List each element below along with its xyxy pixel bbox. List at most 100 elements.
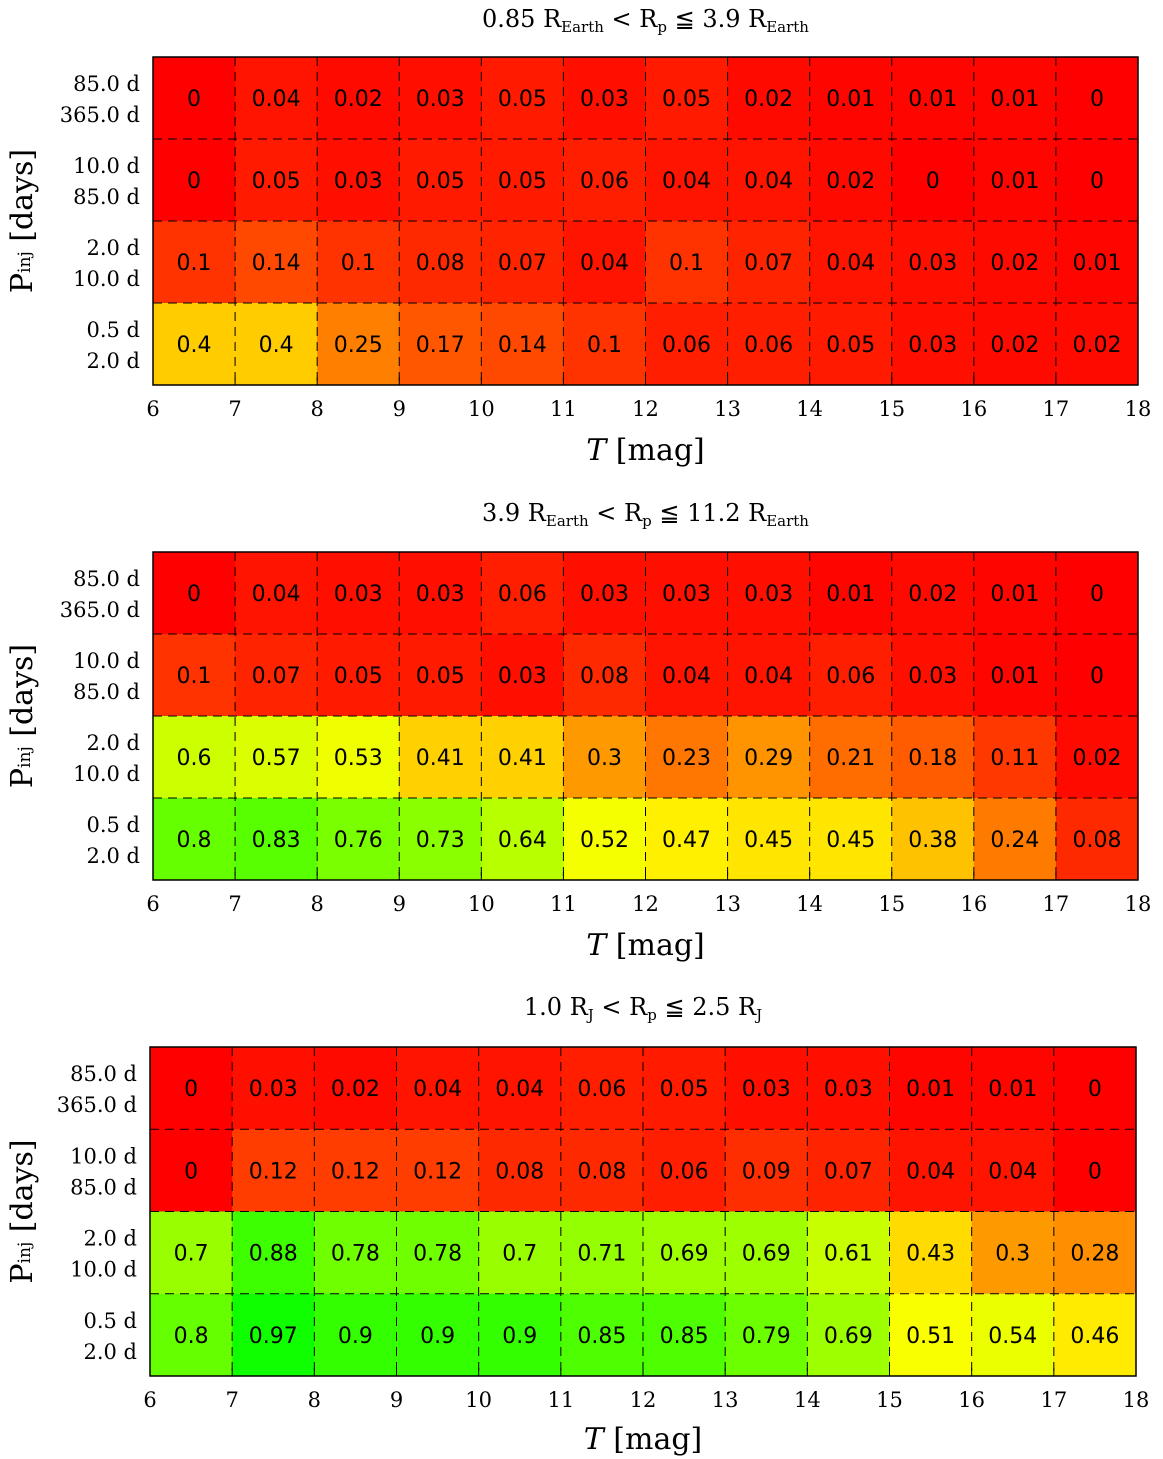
- row-label-lower: 365.0 d: [60, 103, 140, 127]
- heatmap-cell: [645, 57, 729, 140]
- cell-value-label: 0.01: [990, 664, 1039, 689]
- x-tick-label: 15: [876, 1388, 903, 1412]
- heatmap-cell: [481, 552, 564, 635]
- cell-value-label: 0.1: [177, 251, 212, 276]
- heatmap-cell: [563, 634, 646, 717]
- heatmap-cell: [396, 1293, 480, 1377]
- cell-value-label: 0.03: [498, 664, 547, 689]
- heatmap-cell: [235, 57, 318, 140]
- heatmap-cell: [809, 221, 893, 304]
- cell-value-label: 0.03: [249, 1077, 298, 1102]
- cell-value-label: 0.07: [498, 251, 547, 276]
- heatmap-cell: [396, 1211, 480, 1295]
- cell-value-label: 0.09: [742, 1159, 791, 1184]
- x-tick-label: 17: [1043, 892, 1070, 916]
- cell-value-label: 0.07: [252, 664, 301, 689]
- cell-value-label: 0.78: [331, 1242, 380, 1267]
- cell-value-label: 0.14: [252, 251, 301, 276]
- row-label-lower: 365.0 d: [57, 1093, 137, 1117]
- cell-value-label: 0.06: [580, 169, 629, 194]
- x-tick-label: 12: [632, 397, 659, 421]
- cell-value-label: 0.03: [744, 582, 793, 607]
- heatmap-cell: [153, 634, 236, 717]
- heatmap-cell: [560, 1129, 644, 1212]
- heatmap-cell: [235, 716, 318, 799]
- heatmap-cell: [153, 303, 236, 386]
- cell-value-label: 0.05: [498, 169, 547, 194]
- x-tick-label: 14: [796, 397, 823, 421]
- heatmap-cell: [153, 221, 236, 304]
- heatmap-cell: [1055, 798, 1139, 881]
- cell-value-label: 0.88: [249, 1242, 298, 1267]
- cell-value-label: 0.07: [824, 1159, 873, 1184]
- row-label-lower: 85.0 d: [73, 185, 140, 209]
- heatmap-cell: [235, 221, 318, 304]
- cell-value-label: 0: [184, 1077, 198, 1102]
- cell-value-label: 0.02: [1072, 746, 1121, 771]
- row-label-lower: 85.0 d: [70, 1175, 137, 1199]
- row-label-upper: 2.0 d: [86, 236, 140, 260]
- x-tick-label: 7: [225, 1388, 238, 1412]
- row-label-upper: 10.0 d: [70, 1144, 137, 1168]
- heatmap-cell: [563, 798, 646, 881]
- x-tick-label: 10: [468, 397, 495, 421]
- cell-value-label: 0: [1088, 1159, 1102, 1184]
- heatmap-panel-3: 1.0 RJ < Rp ≦ 2.5 RJ 0 0.03 0.02 0.04 0.04 0.0…: [5, 993, 1149, 1457]
- cell-value-label: 0: [187, 169, 201, 194]
- cell-value-label: 0.52: [580, 828, 629, 853]
- heatmap-cell: [891, 798, 975, 881]
- heatmap-cell: [399, 139, 482, 222]
- row-label-upper: 2.0 d: [86, 731, 140, 755]
- heatmap-cell: [396, 1129, 480, 1212]
- cell-value-label: 0.1: [587, 333, 622, 358]
- row-label-upper: 85.0 d: [73, 567, 140, 591]
- x-tick-label: 8: [310, 892, 323, 916]
- cell-value-label: 0.04: [744, 664, 793, 689]
- heatmap-cell: [643, 1129, 726, 1212]
- cell-value-label: 0.06: [577, 1077, 626, 1102]
- cell-value-label: 0.73: [416, 828, 465, 853]
- cell-value-label: 0.79: [742, 1324, 791, 1349]
- heatmap-cell: [232, 1211, 315, 1295]
- cell-value-label: 0.69: [824, 1324, 873, 1349]
- heatmap-cell: [560, 1211, 644, 1295]
- cell-value-label: 0.06: [662, 333, 711, 358]
- cell-value-label: 0.51: [906, 1324, 955, 1349]
- cell-value-label: 0.4: [259, 333, 294, 358]
- cell-value-label: 0.03: [580, 87, 629, 112]
- x-tick-label: 10: [465, 1388, 492, 1412]
- heatmap-cell: [396, 1047, 480, 1130]
- cell-value-label: 0.8: [177, 828, 212, 853]
- heatmap-cell: [645, 798, 729, 881]
- cell-value-label: 0.04: [252, 87, 301, 112]
- x-tick-label: 12: [630, 1388, 657, 1412]
- cell-value-label: 0.02: [908, 582, 957, 607]
- cell-value-label: 0.25: [334, 333, 383, 358]
- heatmap-cell: [153, 716, 236, 799]
- heatmap-cell: [314, 1211, 397, 1295]
- heatmap-cell: [314, 1047, 397, 1130]
- heatmap-cell: [153, 139, 236, 222]
- cell-value-label: 0.1: [669, 251, 704, 276]
- heatmap-cell: [809, 634, 893, 717]
- heatmap-cell: [563, 552, 646, 635]
- heatmap-cell: [891, 716, 975, 799]
- cell-value-label: 0.64: [498, 828, 547, 853]
- heatmap-cell: [481, 798, 564, 881]
- cell-value-label: 0.02: [1072, 333, 1121, 358]
- heatmap-cell: [727, 552, 811, 635]
- x-tick-label: 14: [794, 1388, 821, 1412]
- heatmap-cell: [973, 303, 1057, 386]
- cell-value-label: 0.45: [826, 828, 875, 853]
- cell-value-label: 0.3: [995, 1242, 1030, 1267]
- row-label-upper: 85.0 d: [70, 1062, 137, 1086]
- x-tick-label: 9: [393, 397, 406, 421]
- heatmap-cell: [891, 634, 975, 717]
- row-label-lower: 10.0 d: [73, 762, 140, 786]
- heatmap-cell: [1053, 1211, 1137, 1295]
- heatmap-cell: [399, 798, 482, 881]
- heatmap-cell: [891, 139, 975, 222]
- heatmap-cell: [971, 1047, 1055, 1130]
- heatmap-cell: [973, 552, 1057, 635]
- heatmap-cell: [973, 139, 1057, 222]
